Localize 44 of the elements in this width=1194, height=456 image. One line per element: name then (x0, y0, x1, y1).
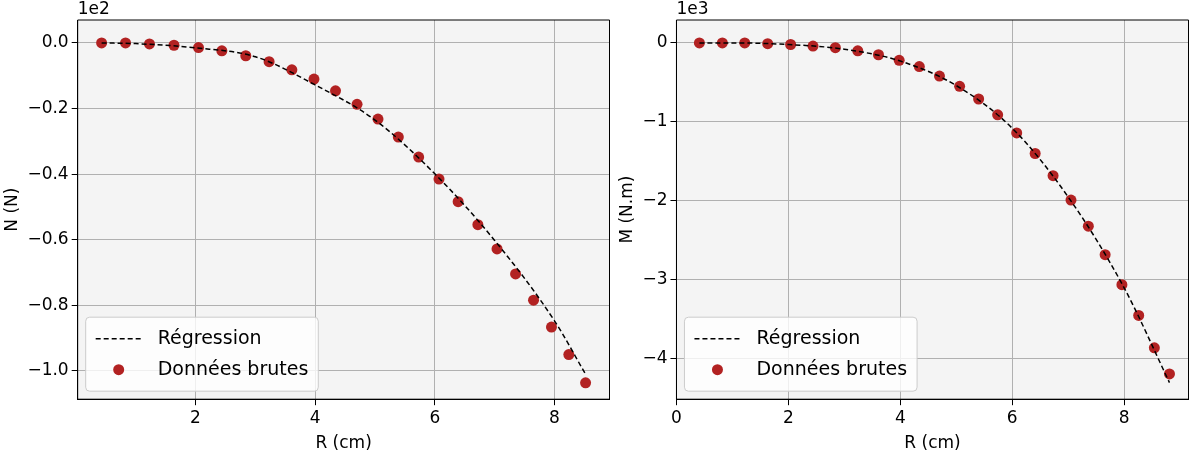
x-tick-label: 6 (429, 406, 441, 427)
x-axis-title: R (cm) (904, 432, 961, 453)
point (510, 268, 522, 280)
x-tick-label: 2 (782, 406, 794, 427)
x-tick-label: 2 (190, 406, 201, 427)
y-axis-title: N (N) (0, 187, 21, 232)
y-axis-title: M (N.m) (615, 175, 636, 244)
text: 1e2 (77, 0, 110, 18)
x-tick-label: 4 (309, 406, 321, 427)
x-tick-label: 8 (1118, 406, 1130, 427)
point (528, 294, 540, 306)
y-tick-label: −4 (642, 347, 668, 368)
y-tick-label: −3 (642, 268, 668, 289)
legend-label: Régression (157, 325, 262, 348)
legend-label: Données brutes (756, 356, 908, 379)
x-tick-label: 8 (549, 406, 560, 427)
point (193, 42, 205, 54)
y-tick-label: −0.4 (27, 162, 69, 183)
y-tick-label: 0.0 (41, 31, 69, 52)
point (1082, 220, 1094, 232)
y-tick-label: −2 (642, 189, 668, 210)
x-tick-label: 4 (894, 406, 906, 427)
point (992, 109, 1004, 121)
x-tick-label: 0 (671, 406, 682, 427)
point (954, 80, 966, 92)
y-tick-label: −1 (642, 110, 668, 131)
point (563, 349, 575, 361)
point (580, 377, 592, 389)
y-tick-label: −0.8 (27, 293, 69, 314)
y-tick-label: −0.6 (27, 228, 69, 249)
point (1133, 309, 1145, 321)
legend-label: Régression (756, 325, 861, 348)
legend-label: Données brutes (157, 356, 309, 379)
point (762, 38, 774, 50)
y-tick-label: 0 (656, 31, 668, 52)
text: 1e3 (676, 0, 709, 18)
y-tick-label: −0.2 (27, 96, 69, 117)
y-tick-label: −1.0 (27, 359, 69, 380)
x-axis-title: R (cm) (315, 432, 372, 453)
point (1163, 368, 1175, 380)
point (785, 38, 797, 50)
point (330, 85, 342, 97)
point (545, 321, 557, 333)
x-tick-label: 6 (1006, 406, 1018, 427)
